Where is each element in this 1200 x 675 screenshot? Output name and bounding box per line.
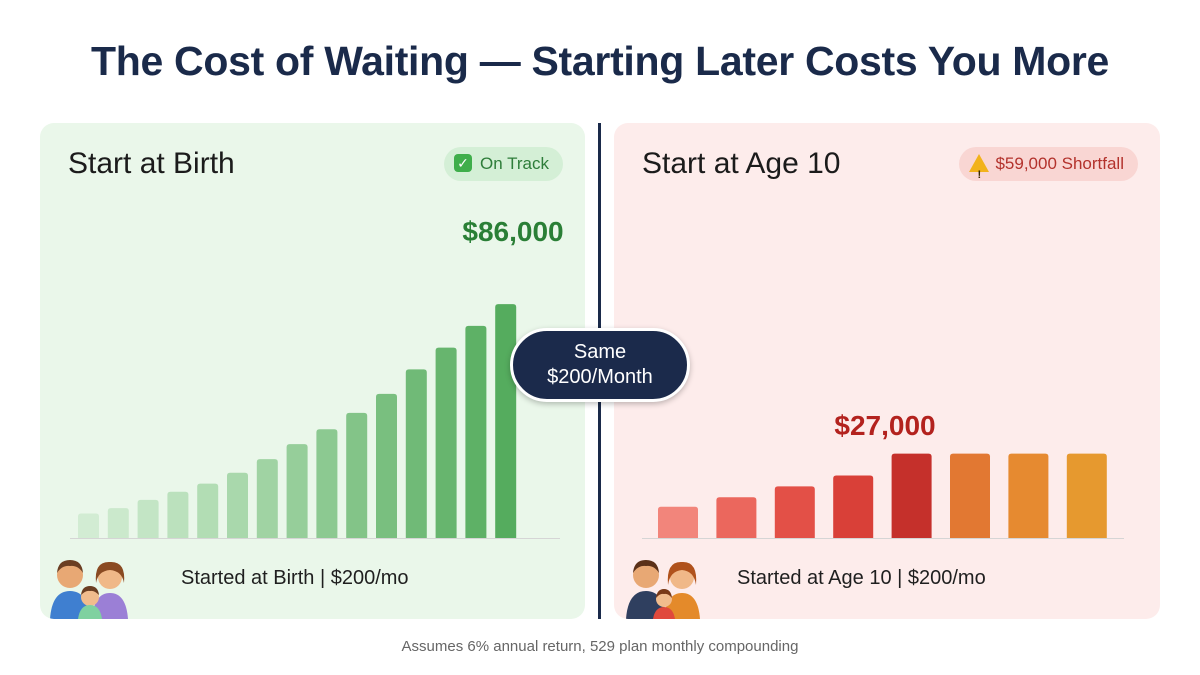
page-title: The Cost of Waiting — Starting Later Cos…	[90, 38, 1110, 84]
bar-8	[1066, 453, 1107, 538]
final-value-label: $27,000	[834, 410, 935, 441]
bar-14	[465, 325, 487, 538]
bar-2	[107, 508, 129, 538]
bar-7	[256, 459, 278, 538]
final-value-label: $86,000	[462, 216, 563, 247]
footnote: Assumes 6% annual return, 529 plan month…	[401, 638, 799, 655]
family-icon	[50, 560, 128, 619]
chart-caption: Started at Age 10 | $200/mo	[737, 567, 986, 589]
bar-4	[167, 491, 189, 538]
check-icon: ✓	[454, 154, 474, 174]
start-at-birth-panel: Start at Birth ✓ On Track $86,000 Starte…	[40, 123, 585, 619]
shortfall-badge: ! $59,000 Shortfall	[959, 147, 1138, 181]
start-at-age-10-panel: Start at Age 10 ! $59,000 Shortfall $27,…	[614, 123, 1160, 619]
panel-title: Start at Birth	[68, 147, 235, 180]
birth-savings-chart: $86,000	[70, 216, 564, 539]
pill-line-2: $200/Month	[547, 366, 653, 388]
bar-2	[716, 497, 757, 538]
on-track-badge: ✓ On Track	[444, 147, 563, 181]
bar-1	[658, 506, 698, 538]
age-10-savings-chart: $27,000	[642, 410, 1124, 539]
bar-5	[891, 453, 932, 538]
bar-3	[137, 499, 159, 538]
pill-line-1: Same	[573, 341, 627, 363]
bar-6	[950, 453, 990, 538]
bar-8	[286, 444, 308, 538]
bar-10	[346, 412, 368, 538]
bar-7	[1008, 453, 1049, 538]
bar-12	[405, 369, 427, 538]
bar-11	[376, 393, 397, 538]
badge-label: On Track	[480, 154, 549, 173]
bar-3	[774, 486, 815, 538]
bar-13	[435, 347, 457, 538]
bar-4	[833, 475, 874, 538]
bar-5	[197, 483, 219, 538]
same-contribution-pill: Same $200/Month	[510, 328, 690, 402]
bar-1	[78, 513, 99, 538]
panel-title: Start at Age 10	[642, 147, 841, 180]
family-icon	[626, 560, 700, 619]
badge-label: $59,000 Shortfall	[995, 154, 1124, 173]
chart-caption: Started at Birth | $200/mo	[181, 567, 409, 589]
bar-6	[227, 472, 248, 538]
bar-9	[316, 429, 338, 538]
warning-icon: !	[969, 154, 990, 181]
